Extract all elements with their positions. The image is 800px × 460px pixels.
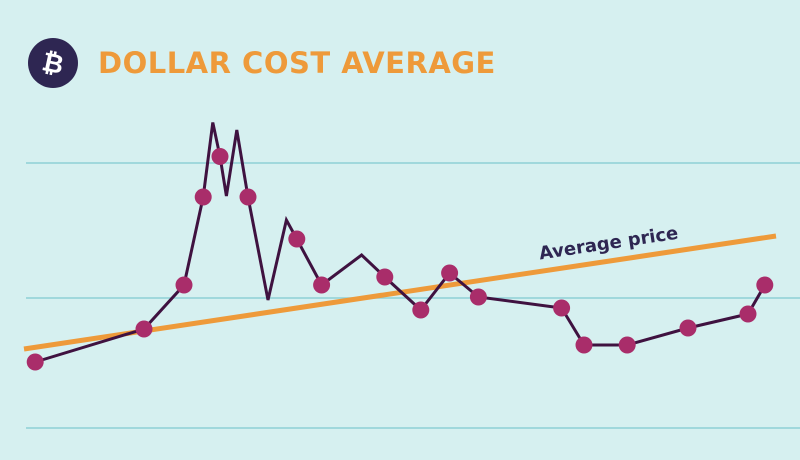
- header: ₿ DOLLAR COST AVERAGE: [28, 38, 496, 88]
- price-point: [412, 301, 430, 319]
- price-point: [441, 264, 459, 282]
- marker-layer: [26, 148, 774, 371]
- price-point: [679, 319, 697, 337]
- price-point: [135, 320, 153, 338]
- price-point: [288, 230, 306, 248]
- price-point: [739, 305, 757, 323]
- average-price-label: Average price: [538, 223, 680, 265]
- price-point: [175, 276, 193, 294]
- bitcoin-glyph: ₿: [39, 47, 66, 80]
- price-point: [313, 276, 331, 294]
- price-point: [26, 353, 44, 371]
- price-point: [469, 288, 487, 306]
- price-point: [756, 276, 774, 294]
- price-point: [553, 299, 571, 317]
- bitcoin-icon: ₿: [28, 38, 78, 88]
- price-point: [376, 268, 394, 286]
- price-point: [618, 336, 636, 354]
- price-point: [194, 188, 212, 206]
- price-point: [211, 148, 229, 165]
- page-title: DOLLAR COST AVERAGE: [98, 46, 496, 80]
- price-point: [575, 336, 593, 354]
- grid-layer: [26, 162, 800, 429]
- price-point: [239, 188, 257, 206]
